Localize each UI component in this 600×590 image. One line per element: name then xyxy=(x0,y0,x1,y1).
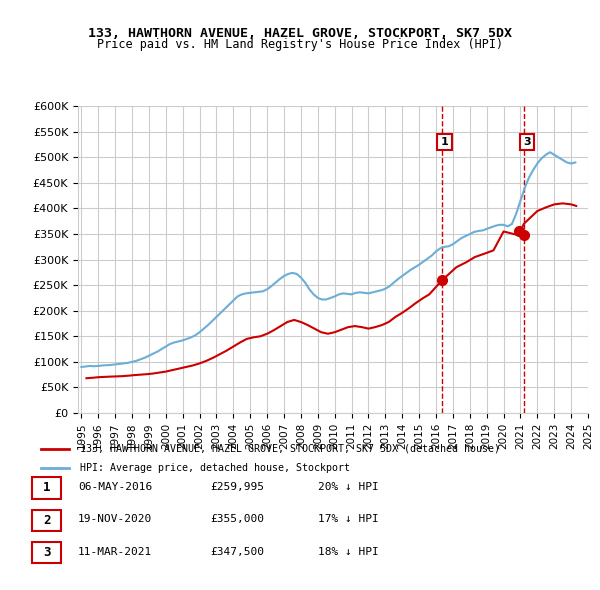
Text: 2: 2 xyxy=(43,514,50,527)
Text: Price paid vs. HM Land Registry's House Price Index (HPI): Price paid vs. HM Land Registry's House … xyxy=(97,38,503,51)
Text: £259,995: £259,995 xyxy=(210,482,264,491)
Text: 06-MAY-2016: 06-MAY-2016 xyxy=(78,482,152,491)
Text: £355,000: £355,000 xyxy=(210,514,264,524)
FancyBboxPatch shape xyxy=(32,510,61,531)
FancyBboxPatch shape xyxy=(32,542,61,563)
Text: £347,500: £347,500 xyxy=(210,547,264,556)
Text: 3: 3 xyxy=(43,546,50,559)
Text: 133, HAWTHORN AVENUE, HAZEL GROVE, STOCKPORT, SK7 5DX (detached house): 133, HAWTHORN AVENUE, HAZEL GROVE, STOCK… xyxy=(80,444,500,454)
Text: 19-NOV-2020: 19-NOV-2020 xyxy=(78,514,152,524)
Text: 1: 1 xyxy=(440,137,448,147)
Text: HPI: Average price, detached house, Stockport: HPI: Average price, detached house, Stoc… xyxy=(80,464,350,473)
Text: 11-MAR-2021: 11-MAR-2021 xyxy=(78,547,152,556)
Text: 1: 1 xyxy=(43,481,50,494)
FancyBboxPatch shape xyxy=(32,477,61,499)
Text: 3: 3 xyxy=(523,137,531,147)
Text: 20% ↓ HPI: 20% ↓ HPI xyxy=(318,482,379,491)
Text: 133, HAWTHORN AVENUE, HAZEL GROVE, STOCKPORT, SK7 5DX: 133, HAWTHORN AVENUE, HAZEL GROVE, STOCK… xyxy=(88,27,512,40)
Text: 18% ↓ HPI: 18% ↓ HPI xyxy=(318,547,379,556)
Text: 17% ↓ HPI: 17% ↓ HPI xyxy=(318,514,379,524)
